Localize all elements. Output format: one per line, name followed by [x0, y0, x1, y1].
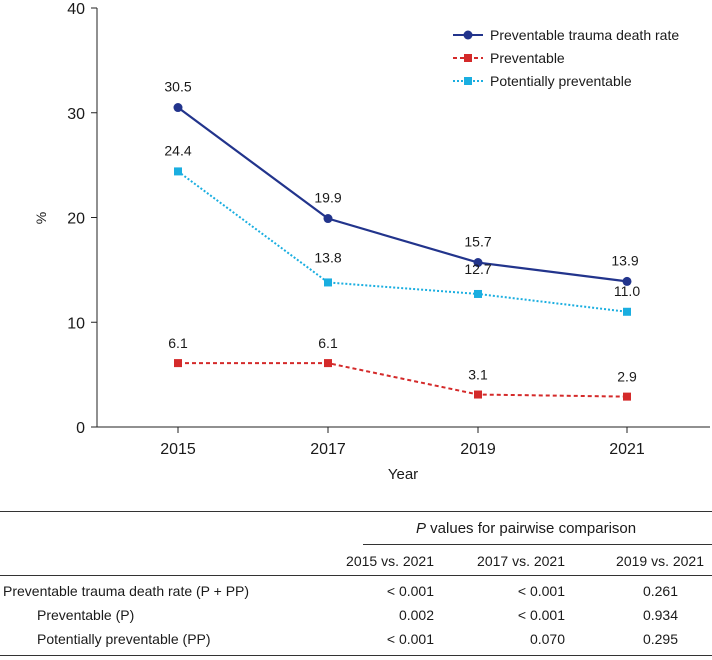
- legend-marker: [464, 77, 472, 85]
- series-potentially-preventable: 24.4 13.8 12.7 11.0: [164, 142, 640, 316]
- data-label: 12.7: [464, 261, 491, 277]
- legend-label: Preventable: [490, 50, 565, 66]
- y-axis-label: %: [33, 212, 49, 224]
- x-tick-label: 2017: [310, 441, 346, 458]
- data-label: 24.4: [164, 142, 191, 158]
- table-row-label: Preventable (P): [37, 607, 135, 623]
- table-header: 2017 vs. 2021: [477, 553, 565, 569]
- y-tick-label: 20: [67, 211, 85, 228]
- series-line: [177, 170, 628, 313]
- legend-marker: [464, 54, 472, 62]
- y-tick-label: 40: [67, 1, 85, 18]
- data-point: [474, 390, 482, 399]
- data-point: [324, 359, 332, 368]
- data-point: [473, 258, 483, 268]
- table-header: 2019 vs. 2021: [616, 553, 704, 569]
- table-row-label: Preventable trauma death rate (P + PP): [3, 583, 250, 599]
- series-line: [178, 362, 628, 398]
- table-cell: < 0.001: [386, 583, 434, 599]
- data-label: 6.1: [318, 335, 338, 351]
- table-cell: 0.295: [642, 631, 678, 647]
- data-point: [324, 278, 332, 287]
- data-label: 15.7: [464, 234, 491, 250]
- table-title-rule: [363, 544, 712, 545]
- data-point: [623, 392, 631, 401]
- legend-label: Preventable trauma death rate: [490, 27, 679, 43]
- table-cell: < 0.001: [517, 583, 565, 599]
- table-cell: < 0.001: [386, 631, 434, 647]
- table-top-rule: [0, 511, 712, 512]
- table-header: 2015 vs. 2021: [346, 553, 434, 569]
- line-chart: 0 10 20 30 40 2015 2017 2019 2021 % Year 30.5 19…: [33, 1, 710, 483]
- data-label: 30.5: [164, 79, 191, 95]
- data-label: 13.8: [314, 249, 341, 265]
- table-cell: 0.002: [398, 607, 434, 623]
- data-point: [174, 359, 182, 368]
- x-tick-label: 2019: [460, 441, 496, 458]
- table-cell: 0.261: [642, 583, 678, 599]
- table-bottom-rule: [0, 655, 712, 656]
- x-axis-label: Year: [388, 466, 418, 483]
- series-preventable: 6.1 6.1 3.1 2.9: [168, 335, 637, 401]
- data-label: 13.9: [611, 252, 638, 268]
- table-header-rule: [0, 575, 712, 576]
- x-tick-label: 2015: [160, 441, 196, 458]
- data-point: [173, 103, 183, 113]
- data-point: [623, 307, 631, 316]
- y-tick-label: 0: [76, 420, 85, 437]
- data-point: [622, 276, 632, 286]
- x-tick-label: 2021: [609, 441, 645, 458]
- legend: Preventable trauma death rate Preventable…: [453, 27, 679, 89]
- data-label: 3.1: [468, 367, 488, 383]
- table-title: P values for pairwise comparison: [416, 520, 637, 537]
- table-cell: 0.070: [529, 631, 565, 647]
- table-cell: < 0.001: [517, 607, 565, 623]
- y-tick-label: 30: [67, 106, 85, 123]
- data-point: [174, 167, 182, 176]
- series-line: [177, 106, 628, 283]
- table-row-label: Potentially preventable (PP): [37, 631, 211, 647]
- data-label: 6.1: [168, 335, 188, 351]
- legend-label: Potentially preventable: [490, 73, 632, 89]
- legend-marker: [463, 30, 473, 40]
- data-point: [323, 214, 333, 224]
- series-preventable-trauma-death-rate: 30.5 19.9 15.7 13.9: [164, 79, 639, 286]
- table-cell: 0.934: [642, 607, 678, 623]
- data-point: [474, 289, 482, 298]
- y-tick-label: 10: [67, 315, 85, 332]
- data-label: 19.9: [314, 190, 341, 206]
- data-label: 2.9: [617, 369, 637, 385]
- data-label: 11.0: [614, 283, 640, 299]
